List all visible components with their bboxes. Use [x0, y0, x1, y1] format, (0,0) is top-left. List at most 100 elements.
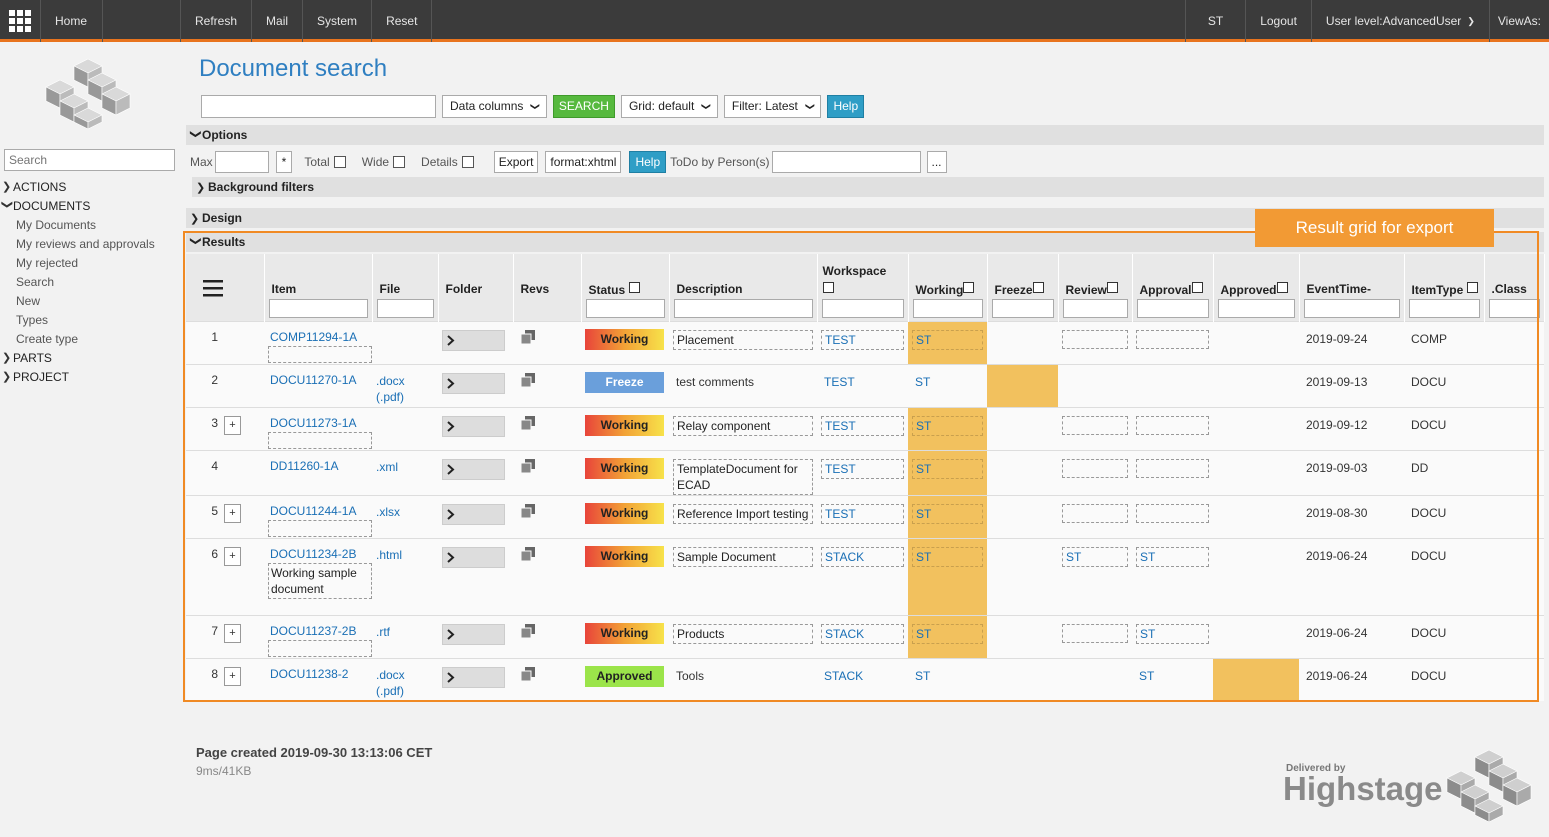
event-time-filter-input[interactable] [1303, 298, 1400, 318]
folder-open-button[interactable] [442, 666, 505, 688]
item-link[interactable]: DOCU11238-2 [270, 666, 349, 681]
column-header-description[interactable]: Description [669, 254, 818, 321]
review-column-checkbox[interactable] [1106, 282, 1118, 293]
options-help-button[interactable]: Help [629, 151, 667, 173]
search-input[interactable] [201, 94, 436, 118]
table-row[interactable]: 1 COMP11294-1A Working Placement TEST ST 2019-… [186, 320, 1544, 364]
description-filter-input[interactable] [673, 298, 813, 318]
revisions-icon[interactable] [520, 372, 535, 387]
sidebar-item-my-rejected[interactable]: My rejected [16, 255, 79, 270]
approval-user-link[interactable] [1136, 415, 1209, 435]
review-user-link[interactable] [1062, 503, 1128, 523]
approval-user-link[interactable]: ST [1136, 623, 1209, 644]
workspace-link[interactable]: STACK [824, 668, 864, 683]
item-type-filter-input[interactable] [1408, 298, 1480, 318]
export-button[interactable]: Export [493, 151, 539, 173]
revisions-icon[interactable] [520, 503, 535, 518]
description-field[interactable]: Placement [673, 329, 813, 350]
status-filter-input[interactable] [585, 298, 665, 318]
column-header-freeze[interactable]: Freeze [987, 254, 1059, 321]
format-button[interactable]: format:xhtml [545, 151, 622, 173]
working-user-link[interactable]: ST [912, 623, 983, 644]
nav-refresh[interactable]: Refresh [181, 0, 253, 42]
column-header-folder[interactable]: Folder [438, 254, 514, 321]
file-link[interactable]: .html [376, 547, 403, 562]
hamburger-menu-icon[interactable] [203, 280, 223, 297]
revisions-icon[interactable] [520, 329, 535, 344]
expand-plus-icon[interactable]: + [224, 666, 241, 686]
item-type-column-checkbox[interactable] [1466, 282, 1478, 293]
folder-open-button[interactable] [442, 503, 505, 525]
description-field[interactable]: Reference Import testing [673, 503, 813, 524]
sidebar-item-my-documents[interactable]: My Documents [16, 217, 97, 232]
workspace-link[interactable]: STACK [821, 623, 904, 644]
working-user-link[interactable]: ST [912, 458, 983, 479]
table-row[interactable]: 2 DOCU11270-1A .docx (.pdf) Freeze test comme… [186, 363, 1544, 407]
description-field[interactable]: Sample Document [673, 546, 813, 567]
column-header-revs[interactable]: Revs [513, 254, 582, 321]
file-link[interactable]: .docx [376, 373, 405, 388]
column-header-status[interactable]: Status [581, 254, 670, 321]
approved-column-checkbox[interactable] [1276, 282, 1288, 293]
column-header-file[interactable]: File [372, 254, 439, 321]
item-note[interactable] [268, 639, 372, 657]
file-link[interactable]: .xml [376, 459, 398, 474]
working-column-checkbox[interactable] [963, 282, 975, 293]
class-filter-input[interactable] [1488, 298, 1540, 318]
workspace-column-checkbox[interactable] [822, 282, 834, 293]
nav-system[interactable]: System [303, 0, 373, 42]
table-row[interactable]: 8 + DOCU11238-2 .docx (.pdf) Approved Tools STA… [186, 657, 1544, 701]
working-user-link[interactable]: ST [915, 374, 931, 389]
working-filter-input[interactable] [912, 298, 983, 318]
nav-reset[interactable]: Reset [372, 0, 433, 42]
file-link[interactable]: .xlsx [376, 504, 400, 519]
approval-user-link[interactable] [1136, 503, 1209, 523]
todo-more-button[interactable]: ... [926, 151, 947, 173]
workspace-link[interactable]: TEST [821, 329, 904, 350]
folder-open-button[interactable] [442, 623, 505, 645]
expand-plus-icon[interactable]: + [224, 546, 241, 566]
workspace-link[interactable]: STACK [821, 546, 904, 567]
revisions-icon[interactable] [520, 623, 535, 638]
approval-user-link[interactable]: ST [1136, 546, 1209, 567]
folder-open-button[interactable] [442, 329, 505, 351]
working-user-link[interactable]: ST [912, 329, 983, 350]
folder-open-button[interactable] [442, 372, 505, 394]
folder-open-button[interactable] [442, 415, 505, 437]
star-button[interactable]: * [275, 151, 293, 173]
column-header-item-type[interactable]: ItemType [1404, 254, 1485, 321]
expand-plus-icon[interactable]: + [224, 415, 241, 435]
table-row[interactable]: 3 + DOCU11273-1A Working Relay component TEST… [186, 406, 1544, 450]
table-row[interactable]: 7 + DOCU11237-2B .rtf Working Products STACK ST… [186, 614, 1544, 658]
total-checkbox[interactable] [333, 156, 346, 168]
revisions-icon[interactable] [520, 546, 535, 561]
grid-dropdown[interactable]: Grid: default ❯ [620, 94, 718, 118]
workspace-link[interactable]: TEST [821, 503, 904, 524]
approval-column-checkbox[interactable] [1191, 282, 1203, 293]
item-link[interactable]: DOCU11237-2B [270, 623, 357, 638]
file-link[interactable]: .rtf [376, 624, 390, 639]
column-header-approved[interactable]: Approved [1213, 254, 1300, 321]
expand-plus-icon[interactable]: + [224, 503, 241, 523]
results-section-header[interactable]: ❯ Results [186, 232, 1544, 252]
approval-user-link[interactable]: ST [1139, 668, 1155, 683]
todo-persons-input[interactable] [771, 151, 921, 173]
working-user-link[interactable]: ST [912, 503, 983, 524]
expand-plus-icon[interactable]: + [224, 623, 241, 643]
file-pdf-link[interactable]: (.pdf) [376, 683, 405, 698]
column-header-item[interactable]: Item [264, 254, 373, 321]
working-user-link[interactable]: ST [912, 415, 983, 436]
item-link[interactable]: DD11260-1A [270, 458, 339, 473]
nav-mail[interactable]: Mail [252, 0, 304, 42]
approved-filter-input[interactable] [1217, 298, 1295, 318]
approval-user-link[interactable] [1136, 458, 1209, 478]
review-user-link[interactable] [1062, 458, 1128, 478]
sidebar-search-input[interactable] [4, 149, 175, 171]
column-header-review[interactable]: Review [1058, 254, 1133, 321]
background-filters-header[interactable]: ❯ Background filters [192, 177, 1544, 197]
sidebar-item-documents[interactable]: ❯ DOCUMENTS [0, 196, 180, 215]
description-field[interactable]: Products [673, 623, 813, 644]
data-columns-dropdown[interactable]: Data columns ❯ [442, 94, 547, 118]
nav-views-as[interactable]: ViewAs: [1497, 14, 1541, 28]
sidebar-item-my-reviews[interactable]: My reviews and approvals [16, 236, 155, 251]
